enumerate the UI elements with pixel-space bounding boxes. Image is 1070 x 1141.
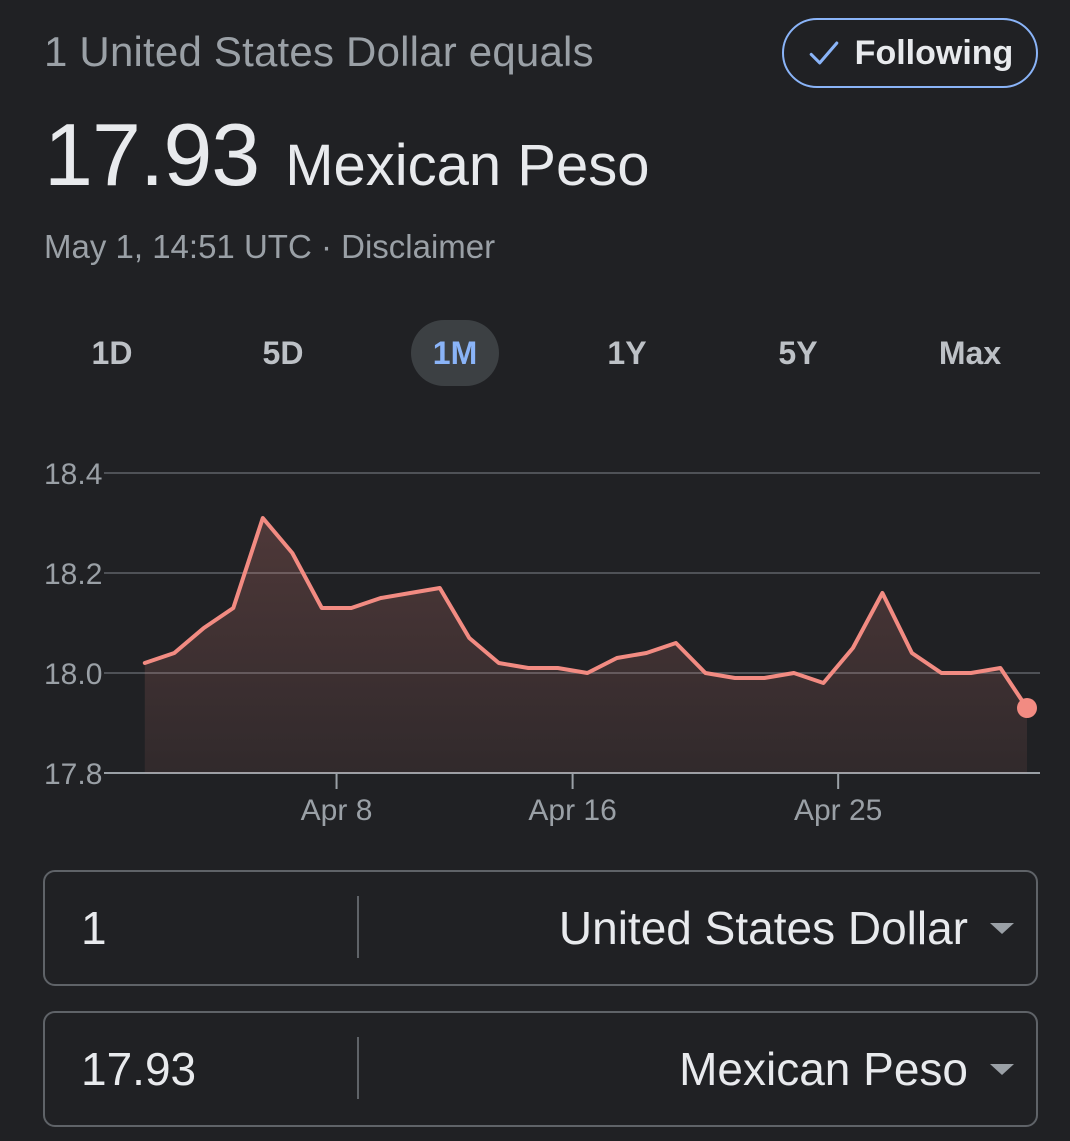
data-point	[319, 605, 325, 611]
exchange-rate-chart[interactable]: 17.8 18.0 18.2 18.4 Apr 8 Apr 16 Apr 25	[0, 440, 1070, 840]
data-point	[761, 675, 767, 681]
data-point	[230, 605, 236, 611]
data-point	[496, 660, 502, 666]
y-tick-label: 18.0	[44, 658, 102, 691]
x-tick-label: Apr 25	[794, 794, 882, 827]
following-label: Following	[854, 33, 1014, 72]
data-point	[938, 670, 944, 676]
data-point	[437, 585, 443, 591]
data-point	[348, 605, 354, 611]
current-value-marker	[1017, 698, 1037, 718]
data-point	[142, 660, 148, 666]
data-point	[614, 655, 620, 661]
y-tick-label: 18.2	[44, 558, 102, 591]
data-point	[909, 650, 915, 656]
from-currency-select[interactable]: United States Dollar	[396, 872, 1036, 984]
data-point	[850, 645, 856, 651]
tab-5y[interactable]: 5Y	[778, 334, 818, 371]
y-tick-label: 17.8	[44, 758, 102, 791]
data-point	[201, 625, 207, 631]
time-range-tabs: 1D 5D 1M 1Y 5Y Max	[26, 320, 1056, 386]
series-area-fill	[144, 518, 1028, 773]
rate-value: 17.93	[44, 105, 260, 204]
divider	[357, 1037, 359, 1099]
divider	[357, 896, 359, 958]
from-currency-row: 1 United States Dollar	[43, 870, 1038, 986]
rate-meta: May 1, 14:51 UTC · Disclaimer	[44, 228, 495, 266]
data-point	[584, 670, 590, 676]
tab-1d[interactable]: 1D	[91, 334, 133, 371]
exchange-rate: 17.93 Mexican Peso	[44, 104, 650, 206]
y-tick-label: 18.4	[44, 458, 102, 491]
tab-5d[interactable]: 5D	[262, 334, 304, 371]
from-currency-label: United States Dollar	[558, 902, 968, 954]
data-point	[997, 665, 1003, 671]
checkmark-icon	[807, 36, 841, 70]
data-point	[289, 550, 295, 556]
disclaimer-link[interactable]: Disclaimer	[341, 228, 496, 265]
data-point	[525, 665, 531, 671]
tab-1y[interactable]: 1Y	[607, 334, 647, 371]
chart-svg: 17.8 18.0 18.2 18.4 Apr 8 Apr 16 Apr 25	[44, 458, 1040, 827]
meta-separator: ·	[311, 228, 342, 265]
to-currency-row: 17.93 Mexican Peso	[43, 1011, 1038, 1127]
following-button[interactable]: Following	[782, 18, 1038, 88]
data-point	[466, 635, 472, 641]
dropdown-arrow-icon	[990, 1063, 1014, 1075]
data-point	[407, 590, 413, 596]
from-amount-input[interactable]: 1	[81, 902, 107, 954]
data-point	[820, 680, 826, 686]
data-point	[555, 665, 561, 671]
data-point	[378, 595, 384, 601]
to-currency-label: Mexican Peso	[679, 1043, 968, 1095]
series-line	[142, 516, 1029, 710]
rate-currency: Mexican Peso	[285, 133, 650, 198]
x-tick-label: Apr 16	[528, 794, 616, 827]
tab-max[interactable]: Max	[938, 334, 1002, 371]
to-currency-select[interactable]: Mexican Peso	[396, 1013, 1036, 1125]
tab-1m[interactable]: 1M	[411, 320, 499, 386]
data-point	[643, 650, 649, 656]
conversion-subtitle: 1 United States Dollar equals	[44, 28, 594, 75]
data-point	[968, 670, 974, 676]
data-point	[732, 675, 738, 681]
data-point	[702, 670, 708, 676]
to-amount-input[interactable]: 17.93	[81, 1043, 197, 1095]
dropdown-arrow-icon	[990, 922, 1014, 934]
data-point	[260, 515, 266, 521]
data-point	[673, 640, 679, 646]
data-point	[791, 670, 797, 676]
data-point	[171, 650, 177, 656]
rate-timestamp: May 1, 14:51 UTC	[44, 228, 312, 265]
data-point	[879, 590, 885, 596]
x-tick-label: Apr 8	[301, 794, 373, 827]
